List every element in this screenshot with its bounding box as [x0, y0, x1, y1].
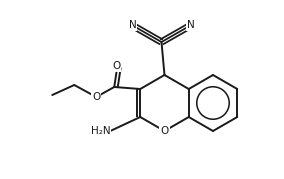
- Text: O: O: [112, 61, 120, 71]
- Text: N: N: [187, 20, 194, 30]
- Text: O: O: [92, 92, 100, 102]
- Text: N: N: [129, 20, 136, 30]
- Text: O: O: [160, 126, 169, 136]
- Text: H₂N: H₂N: [91, 126, 110, 136]
